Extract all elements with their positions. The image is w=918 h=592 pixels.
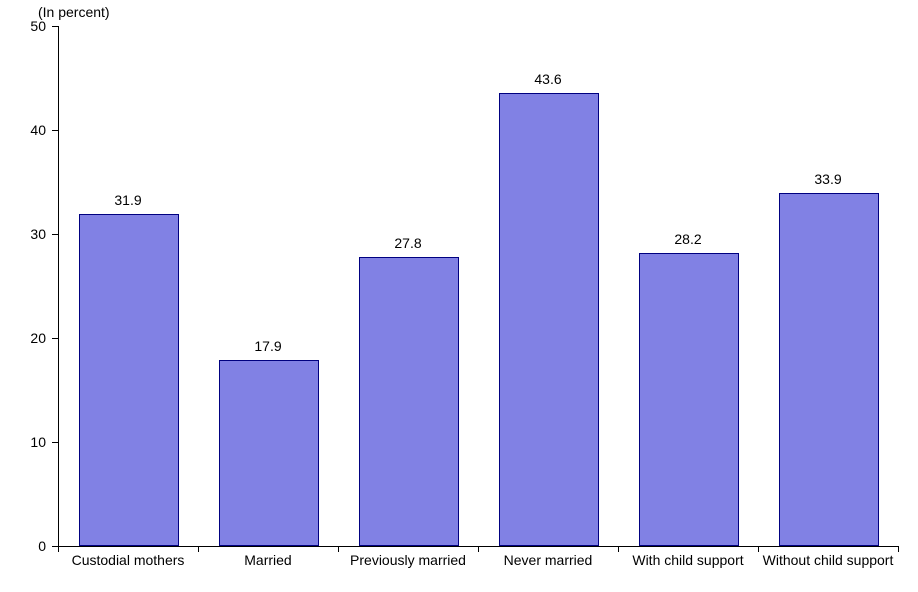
bar-value-label: 17.9 [254,338,281,354]
x-category-label: Previously married [350,552,466,568]
x-tick-mark [338,546,339,552]
bar-value-label: 33.9 [814,171,841,187]
y-tick-label: 40 [0,122,46,138]
bar [499,93,600,546]
x-category-label: Never married [504,552,593,568]
y-tick-mark [52,26,58,27]
bar [219,360,320,546]
y-axis-title: (In percent) [38,4,110,20]
bar-value-label: 28.2 [674,231,701,247]
bar-value-label: 43.6 [534,71,561,87]
y-tick-mark [52,234,58,235]
plot-area [58,26,899,547]
y-tick-label: 50 [0,18,46,34]
y-tick-mark [52,130,58,131]
y-tick-label: 0 [0,538,46,554]
x-tick-mark [618,546,619,552]
bar [79,214,180,546]
x-tick-mark [58,546,59,552]
bar [359,257,460,546]
x-category-label: Married [244,552,291,568]
x-tick-mark [758,546,759,552]
bar [639,253,740,546]
x-tick-mark [898,546,899,552]
x-category-label: Without child support [763,552,894,568]
y-tick-label: 30 [0,226,46,242]
bar [779,193,880,546]
bar-value-label: 27.8 [394,235,421,251]
x-category-label: Custodial mothers [72,552,185,568]
y-tick-label: 10 [0,434,46,450]
y-tick-mark [52,442,58,443]
y-tick-label: 20 [0,330,46,346]
x-tick-mark [478,546,479,552]
y-tick-mark [52,338,58,339]
bar-value-label: 31.9 [114,192,141,208]
x-tick-mark [198,546,199,552]
x-category-label: With child support [632,552,743,568]
chart-container: (In percent) 0 10 20 30 40 50 31.9 Custodial mo… [0,0,918,592]
